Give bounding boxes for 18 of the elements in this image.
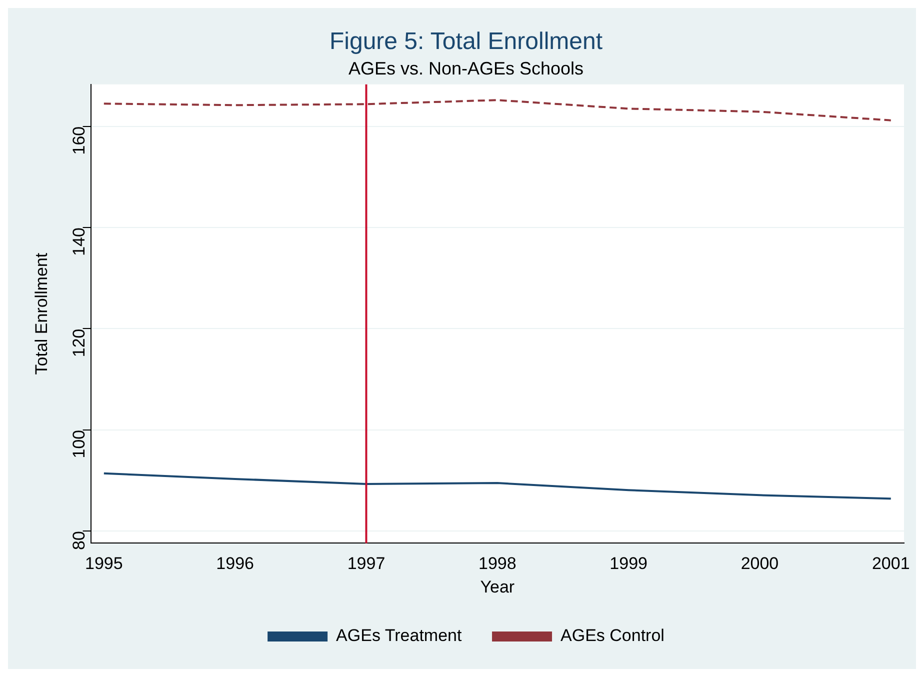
y-tick-label: 80 [69, 531, 88, 550]
y-tick-label: 100 [69, 430, 88, 458]
y-tick-label: 160 [69, 126, 88, 155]
x-tick-label: 2001 [872, 554, 910, 574]
y-axis-title: Total Enrollment [32, 252, 51, 375]
legend-label: AGEs Treatment [336, 626, 462, 646]
x-tick-label: 1996 [216, 554, 254, 574]
y-tick-label: 140 [69, 228, 88, 256]
x-tick-label: 1998 [478, 554, 516, 574]
chart-title: Figure 5: Total Enrollment [329, 28, 603, 56]
y-tick-label: 120 [69, 328, 88, 358]
x-tick-label: 1999 [610, 554, 648, 574]
x-axis-title: Year [480, 577, 515, 596]
x-tick-label: 1995 [85, 554, 123, 574]
legend-label: AGEs Control [560, 626, 664, 646]
x-tick-label: 1997 [347, 554, 386, 574]
chart-subtitle: AGEs vs. Non-AGEs Schools [348, 58, 584, 79]
x-tick-label: 2000 [740, 554, 779, 574]
